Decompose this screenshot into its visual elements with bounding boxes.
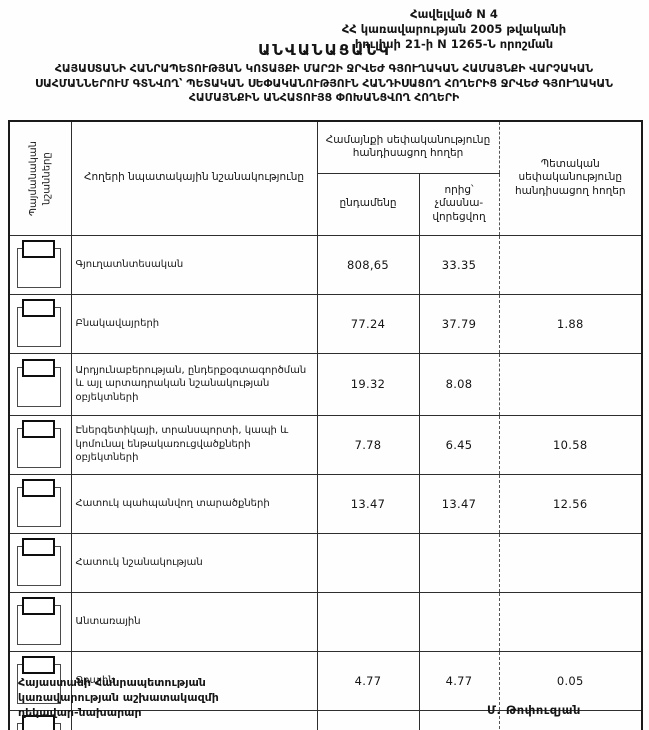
legend-symbol-cell (8, 234, 72, 295)
value-state (498, 352, 643, 416)
row-label-protected-areas: Հատուկ պահպանվող տարածքների (70, 473, 318, 534)
legend-symbol-box (16, 478, 64, 529)
land-transfer-table: Պայմանական նշանները Հողերի նպատակային նշ… (8, 120, 644, 730)
value-state: 1.88 (498, 293, 643, 354)
legend-symbol-swatch (22, 298, 56, 317)
row-label-special-purpose: Հատուկ նշանակության (70, 532, 318, 593)
row-label-forest: Անտառային (70, 591, 318, 652)
value-non-privatizable: 8.08 (418, 352, 500, 416)
value-state (498, 532, 643, 593)
row-label-industry: Արդյունաբերության, ընդերքօգտագործման և ա… (70, 352, 318, 416)
signatory-title-line3: ղեկավար-նախարար (18, 705, 142, 719)
value-state: 10.58 (498, 414, 643, 475)
value-non-privatizable: 4.77 (418, 650, 500, 711)
appendix-decree-line1: ՀՀ կառավարության 2005 թվականի (341, 21, 567, 36)
table-row: Հատուկ պահպանվող տարածքների 13.47 13.47 … (8, 473, 643, 534)
legend-symbol-swatch (22, 239, 56, 258)
value-state (498, 591, 643, 652)
value-non-privatizable (418, 591, 500, 652)
legend-symbol-cell (8, 473, 72, 534)
legend-symbol-cell (8, 532, 72, 593)
table-row: Անտառային (8, 591, 643, 652)
value-non-privatizable: 33.35 (418, 234, 500, 295)
table-row: Բնակավայրերի 77.24 37.79 1.88 (8, 293, 643, 354)
table-row: Էներգետիկայի, տրանսպորտի, կապի և կոմունա… (8, 414, 643, 475)
value-community-total: 4.77 (316, 650, 420, 711)
legend-symbol-swatch (22, 714, 56, 730)
row-label-water: Ջրային (70, 650, 318, 711)
legend-symbol-box (16, 596, 64, 647)
page-title: ԱՆՎԱՆԱՑԱՆԿ (258, 41, 391, 59)
legend-symbol-cell (8, 293, 72, 354)
legend-symbol-box (16, 359, 64, 409)
column-header-land-purpose: Հողերի նպատակային նշանակությունը (70, 120, 318, 236)
table-row: Արդյունաբերության, ընդերքօգտագործման և ա… (8, 352, 643, 416)
legend-symbol-box (16, 537, 64, 588)
signatory-title-line1: Հայաստանի Հանրապետության (18, 676, 206, 689)
column-header-legend-symbols-label: Պայմանական նշանները (27, 140, 53, 216)
column-header-legend-symbols: Պայմանական նշանները (8, 120, 72, 236)
table-row: Պահուստային (8, 709, 643, 730)
legend-symbol-box (16, 239, 64, 290)
legend-symbol-cell (8, 650, 72, 711)
signatory-title-block: Հայաստանի Հանրապետության կառավարության ա… (18, 676, 219, 721)
legend-symbol-box (16, 419, 64, 470)
legend-symbol-swatch (22, 359, 56, 377)
legend-symbol-swatch (22, 537, 56, 556)
value-community-total: 808,65 (316, 234, 420, 295)
value-community-total (316, 532, 420, 593)
legend-symbol-box (16, 298, 64, 349)
row-label-settlements: Բնակավայրերի (70, 293, 318, 354)
value-state: 0.05 (498, 650, 643, 711)
appendix-number: Հավելված N 4 (410, 7, 498, 21)
column-header-community-property: Համայնքի սեփականությունը հանդիսացող հողե… (316, 120, 500, 174)
appendix-decree-line2: հուլիսի 21-ի N 1265-Ն որոշման (354, 36, 554, 51)
value-state: 12.56 (498, 473, 643, 534)
value-community-total (316, 591, 420, 652)
value-non-privatizable: 37.79 (418, 293, 500, 354)
value-state (498, 709, 643, 730)
table-row: Ջրային 4.77 4.77 0.05 (8, 650, 643, 711)
value-community-total: 7.78 (316, 414, 420, 475)
legend-symbol-cell (8, 414, 72, 475)
legend-symbol-swatch (22, 596, 56, 615)
signature-name: Մ. Թոփուզյան (487, 703, 581, 717)
value-community-total: 19.32 (316, 352, 420, 416)
column-header-total: ընդամենը (316, 172, 420, 236)
legend-symbol-cell (8, 591, 72, 652)
signatory-title-line2: կառավարության աշխատակազմի (18, 690, 219, 704)
column-header-non-privatizable: որից՝ չմասնա- վորեցվող (418, 172, 500, 236)
value-community-total (316, 709, 420, 730)
legend-symbol-swatch (22, 655, 56, 674)
row-label-agricultural: Գյուղատնտեսական (70, 234, 318, 295)
value-non-privatizable (418, 709, 500, 730)
value-community-total: 77.24 (316, 293, 420, 354)
value-community-total: 13.47 (316, 473, 420, 534)
value-state (498, 234, 643, 295)
legend-symbol-swatch (22, 419, 56, 438)
table-row: Գյուղատնտեսական 808,65 33.35 (8, 234, 643, 295)
row-label-energy-transport: Էներգետիկայի, տրանսպորտի, կապի և կոմունա… (70, 414, 318, 475)
legend-symbol-swatch (22, 478, 56, 497)
legend-symbol-box (16, 714, 64, 730)
value-non-privatizable: 13.47 (418, 473, 500, 534)
page-subtitle: ՀԱՅԱՍՏԱՆԻ ՀԱՆՐԱՊԵՏՈՒԹՅԱՆ ԿՈՏԱՅՔԻ ՄԱՐԶԻ Ջ… (35, 62, 613, 105)
value-non-privatizable: 6.45 (418, 414, 500, 475)
appendix-reference: Հավելված N 4 ՀՀ կառավարության 2005 թվակա… (265, 7, 643, 52)
column-header-state-property: Պետական սեփականությունը հանդիսացող հողեր (498, 120, 643, 236)
legend-symbol-cell (8, 352, 72, 416)
table-row: Հատուկ նշանակության (8, 532, 643, 593)
legend-symbol-box (16, 655, 64, 706)
value-non-privatizable (418, 532, 500, 593)
